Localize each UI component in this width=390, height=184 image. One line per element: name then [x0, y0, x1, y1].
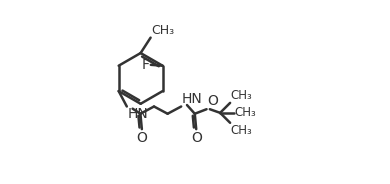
- Text: HN: HN: [182, 92, 203, 106]
- Text: O: O: [207, 95, 218, 109]
- Text: O: O: [136, 131, 147, 145]
- Text: O: O: [191, 131, 202, 145]
- Text: F: F: [142, 58, 150, 72]
- Text: CH₃: CH₃: [231, 89, 253, 102]
- Text: CH₃: CH₃: [151, 24, 175, 37]
- Text: CH₃: CH₃: [231, 123, 253, 137]
- Text: CH₃: CH₃: [234, 106, 256, 119]
- Text: HN: HN: [128, 107, 149, 121]
